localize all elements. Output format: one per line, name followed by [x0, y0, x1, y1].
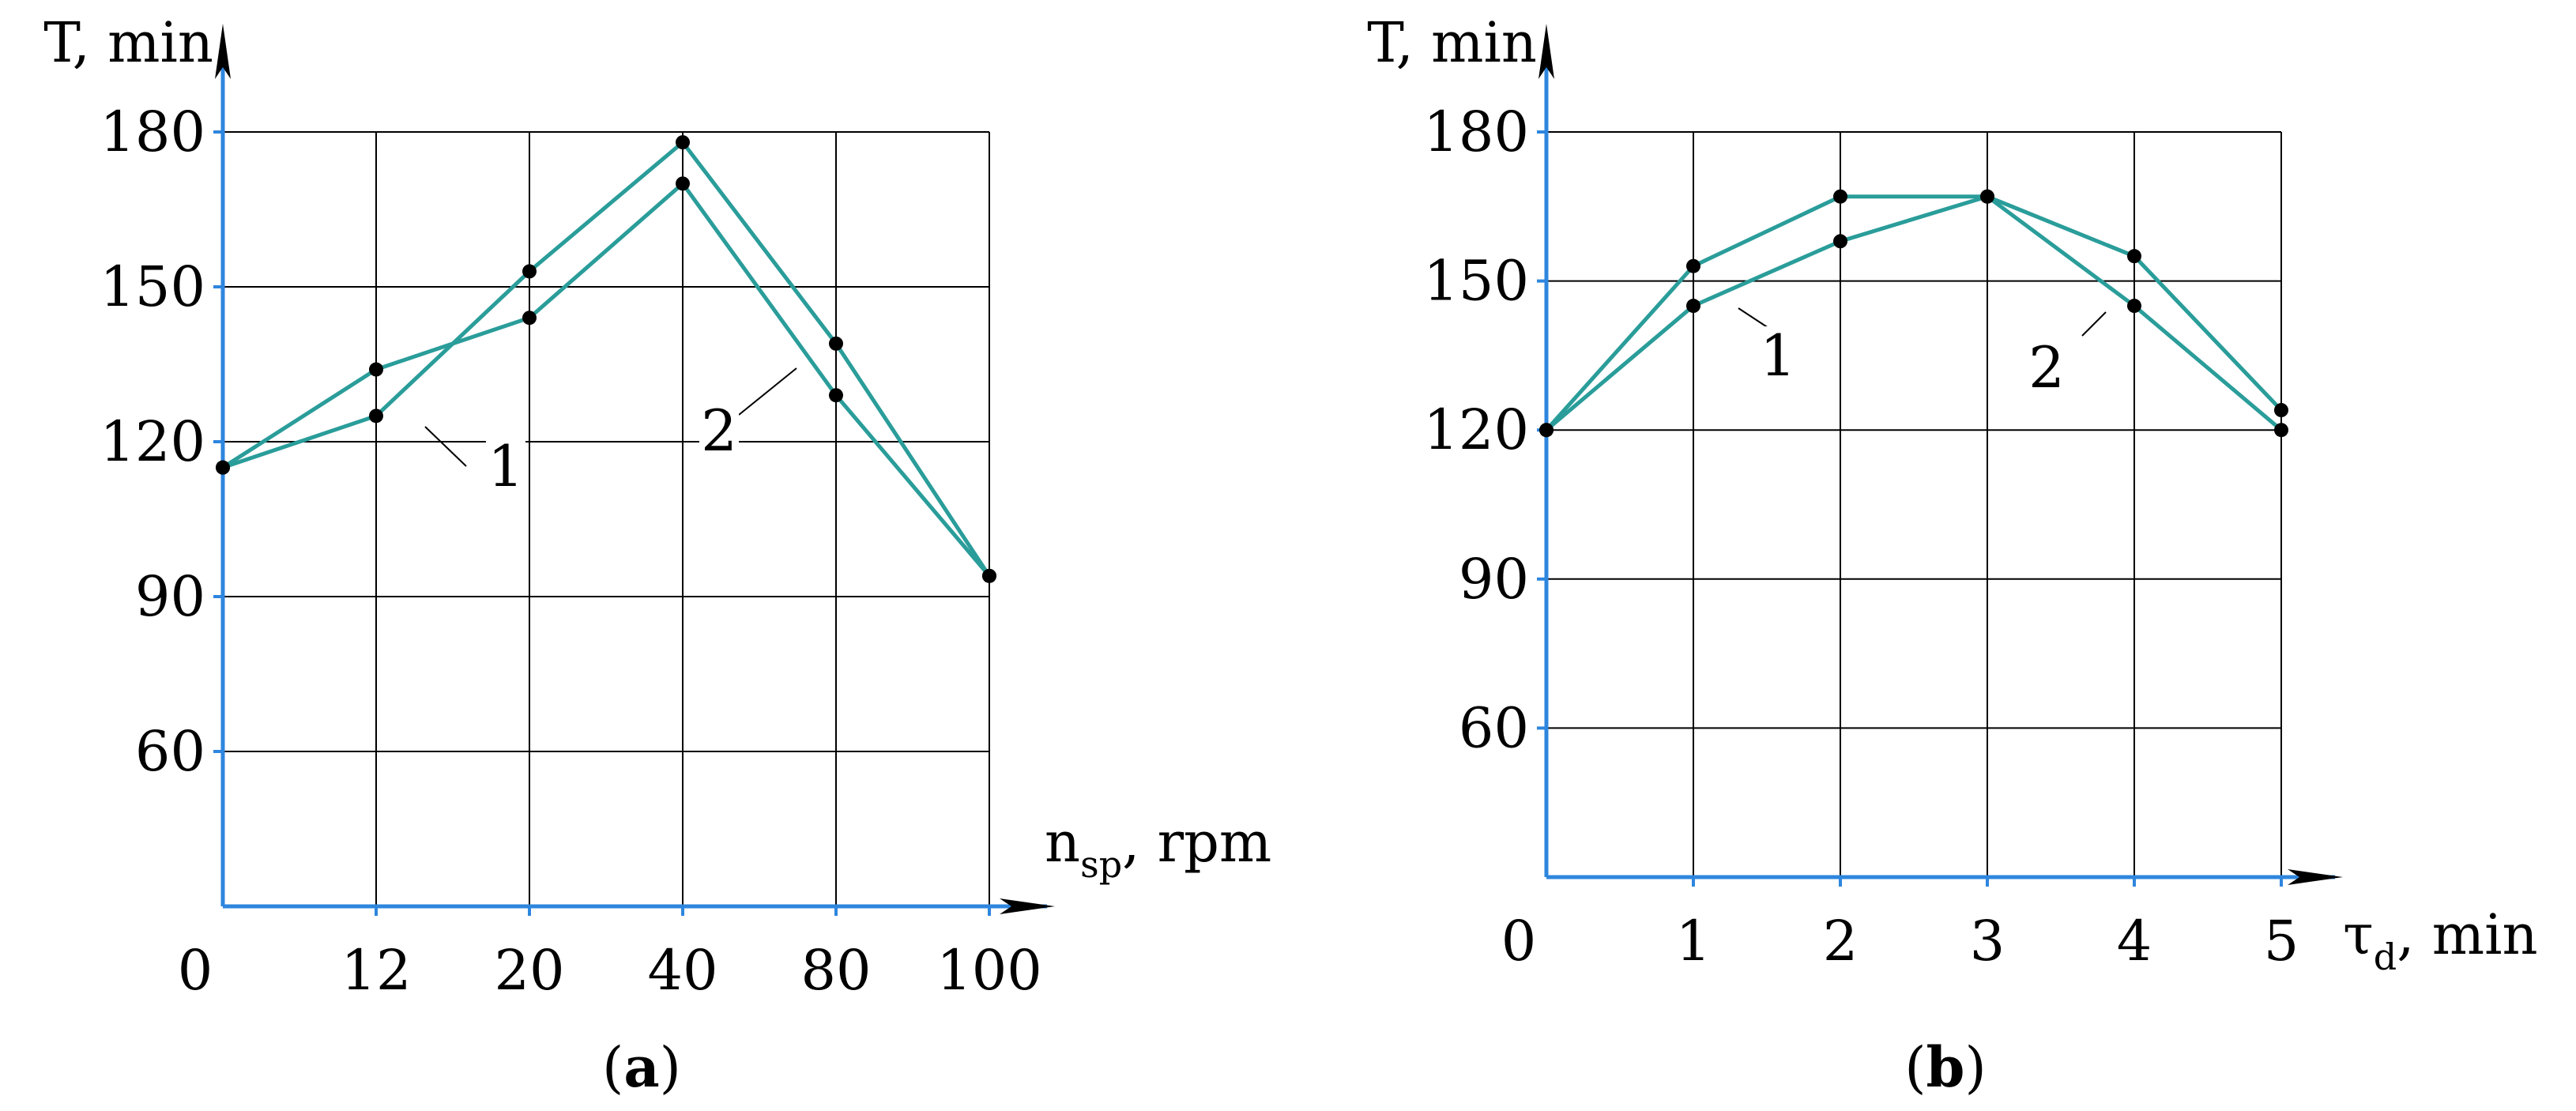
data-point [369, 362, 383, 377]
curve-label: 2 [701, 397, 737, 464]
grid [223, 131, 990, 906]
origin-label: 0 [178, 938, 213, 1003]
data-point [1833, 189, 1847, 204]
data-point [1539, 423, 1554, 438]
panel-paren-open: ( [1904, 1035, 1926, 1100]
data-point [1980, 189, 1994, 204]
y-tick-label: 60 [1459, 695, 1529, 760]
chart-panel-b: 60 90 120 150 180 1 2 3 4 5 0 T, min τd, min 1 2 (b) [1367, 10, 2537, 1100]
data-point [216, 460, 230, 475]
x-tick-label: 100 [936, 938, 1042, 1003]
curve-label: 1 [488, 433, 524, 499]
series-line-2 [222, 139, 992, 578]
leader-line [1738, 307, 1769, 329]
data-point [2127, 299, 2141, 314]
x-tick-label: 2 [1823, 909, 1859, 974]
origin-label: 0 [1501, 909, 1537, 974]
data-point [829, 388, 843, 403]
curve-label-bg [1758, 326, 1798, 386]
y-axis-arrow-icon [1538, 24, 1554, 79]
data-point [2274, 423, 2288, 438]
leader-line [738, 367, 797, 416]
x-tick-label: 4 [2117, 909, 2152, 974]
x-axis-arrow-icon [1000, 898, 1055, 914]
x-axis-label-unit: , rpm [1122, 810, 1271, 875]
x-tick-label: 3 [1970, 909, 2005, 974]
y-tick-label: 120 [1423, 397, 1529, 462]
data-point [369, 409, 383, 424]
x-tick-label: 12 [341, 938, 411, 1003]
x-axis-label-subscript: d [2374, 936, 2397, 978]
y-axis-arrow-icon [215, 24, 231, 79]
curve-label: 2 [2028, 334, 2065, 401]
curve-label-bg [486, 437, 525, 497]
data-point [1686, 299, 1700, 314]
panel-letter: b [1926, 1034, 1965, 1100]
leader-line [2081, 311, 2107, 337]
data-point [829, 336, 843, 351]
y-tick-label: 150 [1423, 249, 1529, 314]
x-axis-label: τd, min [2343, 902, 2538, 978]
series-line-1 [221, 180, 991, 578]
x-axis-label: nsp, rpm [1045, 810, 1271, 886]
y-tick-label: 90 [135, 564, 205, 629]
x-axis-label-main: τ [2343, 902, 2374, 967]
panel-letter: a [623, 1034, 659, 1100]
curve-label: 1 [1760, 322, 1796, 389]
panel-label: (a) [602, 1034, 681, 1100]
data-point [1686, 258, 1700, 273]
y-tick-label: 90 [1459, 547, 1529, 612]
curve-label-bg [699, 401, 739, 461]
x-tick-label: 20 [494, 938, 564, 1003]
data-point [2274, 403, 2288, 418]
data-point [982, 568, 996, 583]
series-line-1 [1545, 194, 2283, 432]
panel-label: (b) [1904, 1034, 1987, 1100]
y-axis-label: T, min [43, 10, 213, 75]
y-tick-label: 120 [100, 409, 205, 474]
x-axis-label-subscript: sp [1080, 843, 1122, 886]
grid [1546, 131, 2282, 877]
data-point [522, 311, 537, 326]
x-axis-arrow-icon [2288, 869, 2343, 885]
data-point [522, 264, 537, 279]
x-axis-label-unit: , min [2397, 902, 2537, 967]
data-point [1833, 234, 1847, 249]
y-tick-label: 180 [100, 100, 205, 164]
x-tick-label: 80 [800, 938, 871, 1003]
y-axis-label: T, min [1367, 10, 1537, 75]
data-point [2127, 249, 2141, 264]
curve-label-bg [2027, 338, 2066, 398]
leader-line [424, 426, 467, 467]
panel-paren-close: ) [1964, 1035, 1986, 1100]
data-point [676, 176, 690, 191]
x-axis-label-main: n [1045, 810, 1080, 875]
panel-paren-open: ( [602, 1035, 623, 1100]
series-line-2 [1545, 194, 2283, 431]
x-tick-label: 40 [647, 938, 717, 1003]
y-tick-label: 150 [100, 254, 205, 319]
x-tick-label: 1 [1676, 909, 1712, 974]
y-tick-label: 60 [135, 719, 205, 784]
x-tick-label: 5 [2264, 909, 2299, 974]
y-tick-label: 180 [1423, 100, 1529, 164]
data-point [676, 135, 690, 150]
panel-paren-close: ) [660, 1035, 681, 1100]
